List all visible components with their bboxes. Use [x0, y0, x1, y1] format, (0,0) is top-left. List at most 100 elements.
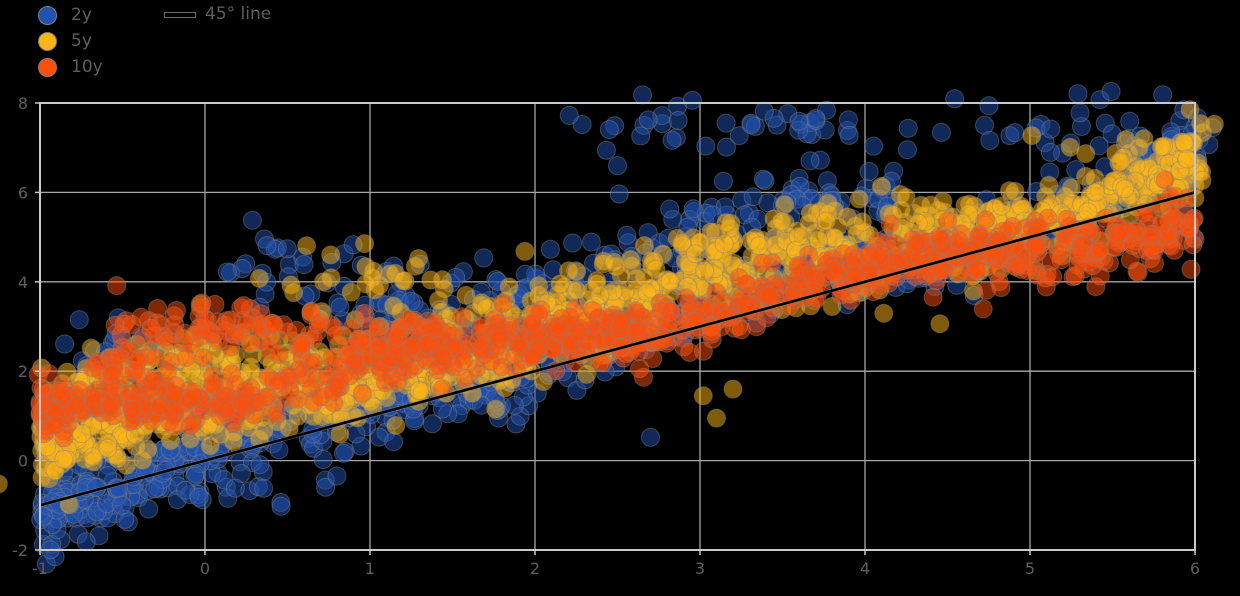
data-point-5y [716, 213, 736, 233]
data-point-10y [815, 267, 834, 287]
data-point-10y [234, 296, 253, 316]
data-point-10y [1123, 235, 1143, 255]
y-tick-label: 2 [18, 362, 28, 381]
data-point-2y [980, 131, 1000, 150]
data-point-10y [28, 365, 48, 384]
data-point-2y [540, 239, 560, 259]
data-point-2y [1101, 82, 1121, 101]
data-point-10y [523, 347, 543, 367]
data-point-2y [633, 85, 653, 105]
data-point-2y [112, 495, 132, 515]
data-point-5y [1174, 132, 1194, 152]
data-point-10y [292, 334, 312, 354]
data-point-2y [422, 414, 442, 434]
data-point-10y [203, 374, 223, 394]
data-point-10y [968, 259, 988, 279]
data-point-2y [346, 424, 366, 444]
data-point-2y [1153, 85, 1173, 105]
data-point-2y [69, 310, 89, 330]
data-point-2y [596, 140, 616, 160]
data-point-2y [931, 122, 951, 142]
data-point-10y [102, 364, 122, 384]
data-point-2y [316, 477, 336, 497]
data-point-10y [326, 326, 346, 345]
data-point-5y [355, 234, 375, 254]
data-point-5y [816, 211, 836, 231]
data-point-10y [1153, 213, 1172, 233]
data-point-2y [754, 101, 774, 121]
legend-item-2y: 2y [38, 2, 338, 28]
data-point-5y [695, 261, 714, 281]
data-point-10y [398, 309, 418, 329]
data-point-10y [907, 233, 927, 253]
data-point-10y [841, 290, 861, 310]
data-point-5y [456, 285, 476, 305]
data-point-10y [267, 405, 287, 424]
data-point-10y [216, 321, 236, 341]
data-point-2y [753, 169, 773, 189]
data-point-2y [789, 111, 809, 131]
y-tick-label: 8 [18, 94, 28, 113]
data-point-10y [493, 293, 513, 313]
data-point-5y [486, 399, 506, 419]
data-point-2y [145, 479, 165, 499]
data-point-10y [122, 399, 142, 419]
data-point-10y [510, 338, 530, 357]
data-point-5y [637, 283, 657, 303]
data-point-5y [723, 379, 743, 399]
data-point-2y [839, 125, 859, 145]
data-point-2y [806, 109, 826, 129]
data-point-10y [165, 315, 185, 335]
data-point-2y [474, 248, 494, 268]
data-point-5y [356, 274, 376, 294]
data-point-5y [852, 212, 872, 232]
data-point-5y [321, 245, 341, 265]
data-point-2y [729, 126, 749, 146]
data-point-2y [864, 136, 884, 156]
data-point-10y [923, 287, 943, 307]
data-point-10y [489, 329, 509, 349]
data-point-2y [898, 118, 918, 138]
data-point-2y [1089, 136, 1109, 156]
data-point-10y [83, 386, 103, 406]
data-point-5y [590, 285, 610, 305]
data-point-10y [760, 286, 780, 306]
data-point-2y [432, 399, 452, 419]
data-point-5y [515, 241, 535, 261]
data-point-2y [504, 395, 524, 415]
data-point-5y [1060, 137, 1080, 157]
data-point-10y [729, 268, 749, 287]
y-tick-label: 6 [18, 183, 28, 202]
data-point-10y [46, 415, 66, 435]
data-point-2y [1040, 142, 1060, 162]
data-point-5y [1115, 179, 1135, 199]
data-point-2y [277, 239, 297, 259]
data-point-5y [281, 275, 301, 295]
data-point-10y [269, 345, 289, 364]
data-point-10y [1073, 235, 1093, 255]
data-point-10y [194, 348, 214, 368]
data-point-10y [627, 321, 647, 341]
data-point-5y [930, 314, 950, 334]
data-point-10y [612, 311, 631, 331]
data-point-5y [356, 257, 376, 277]
data-point-5y [1110, 152, 1130, 172]
data-point-10y [1109, 224, 1128, 244]
data-point-10y [433, 347, 453, 367]
data-point-10y [660, 312, 680, 331]
data-point-5y [386, 416, 406, 435]
data-point-10y [887, 250, 907, 270]
data-point-10y [180, 390, 200, 410]
data-point-5y [693, 386, 713, 406]
data-point-2y [294, 255, 314, 274]
reference-line [39, 191, 1196, 507]
data-point-5y [550, 274, 570, 294]
data-point-2y [1005, 123, 1025, 143]
data-point-2y [859, 162, 879, 181]
data-point-2y [559, 105, 579, 125]
data-point-2y [1068, 84, 1088, 104]
data-point-2y [563, 233, 583, 253]
data-point-10y [54, 428, 74, 448]
data-point-2y [76, 532, 96, 552]
